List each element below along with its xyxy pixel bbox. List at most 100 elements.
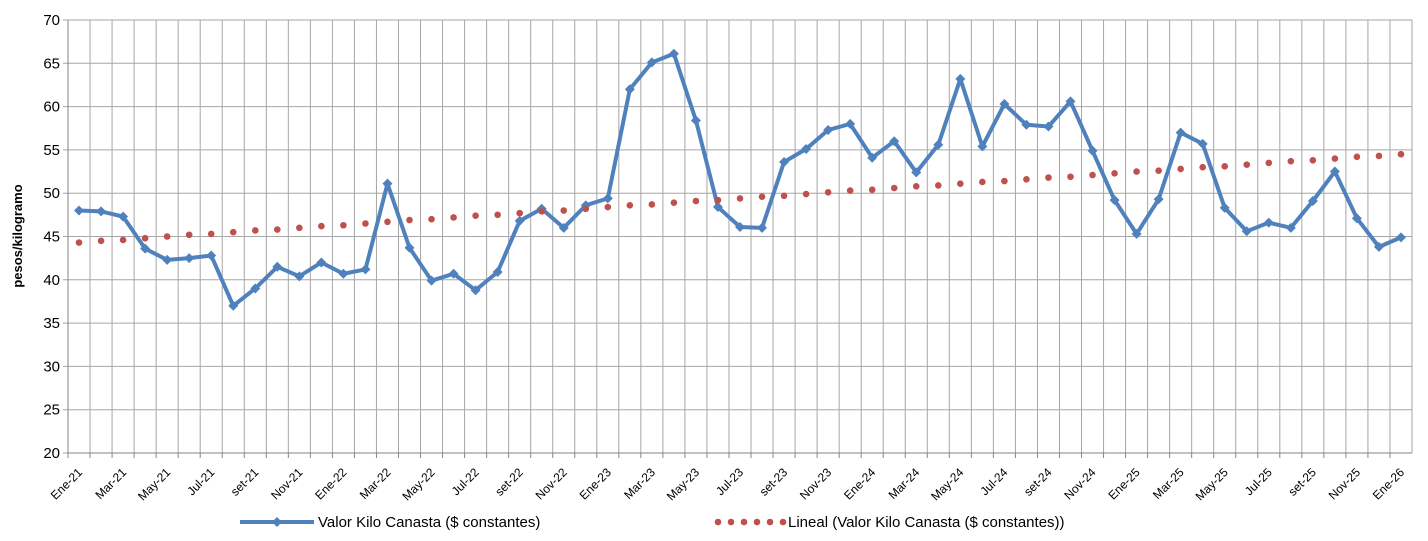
trend-dot	[494, 211, 501, 219]
x-tick-label: Jul-24	[978, 465, 1011, 498]
trend-dot	[758, 193, 766, 200]
point-marker	[624, 84, 635, 95]
trend-dot	[692, 197, 700, 205]
trend-dot	[1155, 167, 1162, 174]
trend-dot	[538, 208, 546, 215]
point-marker	[96, 206, 107, 217]
point-marker	[140, 243, 151, 254]
trend-dot	[450, 214, 457, 221]
trend-dot	[714, 196, 722, 204]
point-marker	[74, 205, 85, 216]
x-tick-label: May-21	[135, 465, 173, 503]
point-marker	[646, 57, 657, 68]
point-marker	[845, 118, 856, 129]
point-marker	[602, 193, 613, 204]
trend-dot	[384, 218, 391, 226]
point-marker	[1395, 232, 1406, 243]
point-marker	[1307, 195, 1318, 206]
point-marker	[1373, 241, 1384, 252]
trend-dot	[1023, 176, 1030, 183]
trend-dot	[1177, 165, 1184, 173]
point-marker	[999, 99, 1010, 110]
trend-dot	[1045, 174, 1052, 181]
x-tick-label: Jul-21	[184, 465, 217, 498]
trend-dot	[1001, 177, 1008, 185]
trend-dot	[141, 234, 149, 242]
y-tick-label: 20	[43, 445, 60, 462]
trend-dot	[560, 207, 568, 214]
point-marker	[206, 250, 217, 261]
trend-dot	[979, 178, 986, 186]
point-marker	[404, 242, 415, 253]
point-marker	[690, 115, 701, 126]
x-tick-label: Mar-23	[621, 465, 658, 502]
point-marker	[867, 152, 878, 163]
point-marker	[448, 268, 459, 279]
trend-dot	[824, 189, 832, 196]
y-tick-label: 25	[43, 402, 60, 419]
x-tick-label: May-23	[664, 465, 702, 503]
trend-dot	[626, 202, 634, 209]
point-marker	[977, 141, 988, 152]
y-tick-label: 45	[43, 229, 60, 246]
x-tick-label: Mar-25	[1150, 465, 1187, 502]
x-tick-label: Nov-24	[1061, 465, 1098, 502]
legend-symbol	[753, 518, 761, 526]
point-marker	[1021, 119, 1032, 130]
trend-dot	[890, 184, 898, 192]
x-tick-label: Jul-25	[1242, 465, 1275, 498]
point-marker	[1153, 194, 1164, 205]
point-marker	[801, 144, 812, 155]
point-marker	[735, 221, 745, 232]
trend-dot	[934, 182, 942, 189]
point-marker	[558, 222, 569, 233]
trend-dot	[1243, 161, 1251, 168]
point-marker	[757, 222, 768, 233]
x-tick-label: Nov-25	[1326, 465, 1363, 502]
point-marker	[272, 261, 283, 272]
trend-dot	[1199, 163, 1206, 171]
point-marker	[1043, 121, 1054, 132]
point-marker	[779, 157, 790, 168]
x-tick-label: Ene-21	[48, 465, 85, 502]
x-tick-label: set-24	[1021, 465, 1055, 499]
trend-dot	[846, 187, 854, 194]
point-marker	[338, 268, 349, 279]
trend-dot	[251, 227, 259, 234]
trend-dot	[516, 209, 523, 217]
y-axis-label: pesos/kilogramo	[10, 184, 25, 287]
point-marker	[911, 167, 922, 178]
point-marker	[1109, 195, 1120, 206]
y-tick-label: 60	[43, 99, 60, 116]
legend-symbol	[740, 518, 748, 526]
trend-dot	[912, 182, 920, 190]
x-tick-label: Ene-24	[841, 465, 878, 502]
x-tick-label: Jul-22	[449, 465, 482, 498]
trend-dot	[604, 203, 612, 211]
x-tick-label: set-22	[492, 465, 526, 499]
x-tick-label: May-22	[399, 465, 437, 503]
legend-symbol	[714, 518, 722, 526]
legend-symbol	[272, 517, 282, 527]
point-marker	[426, 275, 437, 286]
x-tick-label: Nov-21	[268, 465, 305, 502]
point-marker	[1241, 226, 1252, 237]
trend-dot	[582, 205, 590, 213]
x-tick-label: Ene-25	[1105, 465, 1142, 502]
trend-dot	[957, 180, 964, 187]
point-marker	[294, 271, 305, 282]
y-tick-label: 30	[43, 358, 60, 375]
trend-dot	[1309, 156, 1317, 164]
x-tick-label: set-23	[757, 465, 791, 499]
trend-dot	[97, 237, 105, 245]
x-tick-label: Nov-22	[533, 465, 570, 502]
trend-dot	[1265, 159, 1273, 167]
y-tick-label: 65	[43, 55, 60, 72]
point-marker	[1065, 96, 1076, 107]
point-marker	[889, 136, 900, 147]
trend-dot	[340, 221, 347, 229]
trend-dot	[229, 228, 237, 236]
point-marker	[1219, 202, 1230, 213]
point-marker	[1197, 138, 1208, 149]
